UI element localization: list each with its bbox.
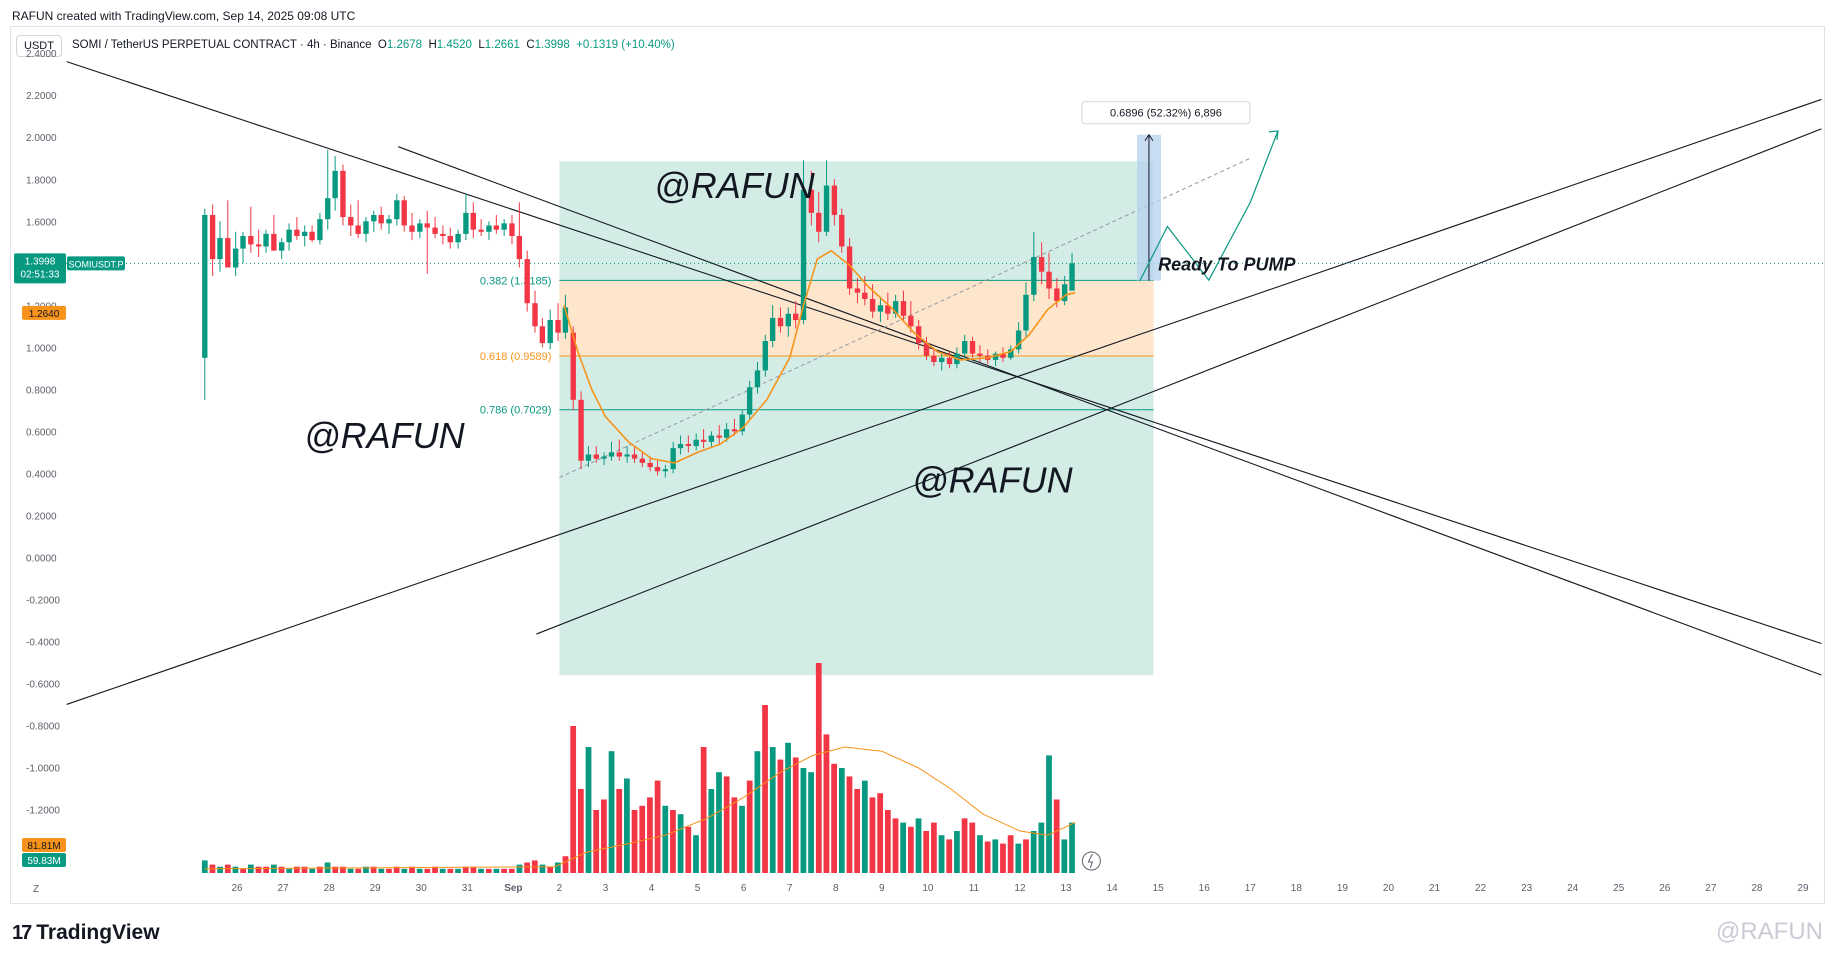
- close-value: 1.3998: [534, 39, 570, 51]
- open-label: O: [377, 39, 387, 51]
- corner-watermark: @RAFUN: [1715, 918, 1823, 945]
- chart-frame: [10, 26, 1825, 904]
- symbol-legend: SOMI / TetherUS PERPETUAL CONTRACT · 4h …: [72, 35, 675, 55]
- tradingview-mark-icon: 17: [12, 921, 32, 944]
- symbol-title[interactable]: SOMI / TetherUS PERPETUAL CONTRACT · 4h …: [72, 39, 372, 51]
- change-value: +0.1319 (+10.40%): [576, 39, 675, 51]
- high-label: H: [428, 39, 437, 51]
- logo-text: TradingView: [36, 921, 160, 944]
- credit-line: RAFUN created with TradingView.com, Sep …: [12, 9, 356, 23]
- close-label: C: [526, 39, 535, 51]
- currency-badge[interactable]: USDT: [16, 35, 62, 57]
- tradingview-logo: 17 TradingView: [12, 921, 160, 945]
- high-value: 1.4520: [436, 39, 472, 51]
- low-value: 1.2661: [484, 39, 520, 51]
- low-label: L: [478, 39, 485, 51]
- open-value: 1.2678: [386, 39, 423, 51]
